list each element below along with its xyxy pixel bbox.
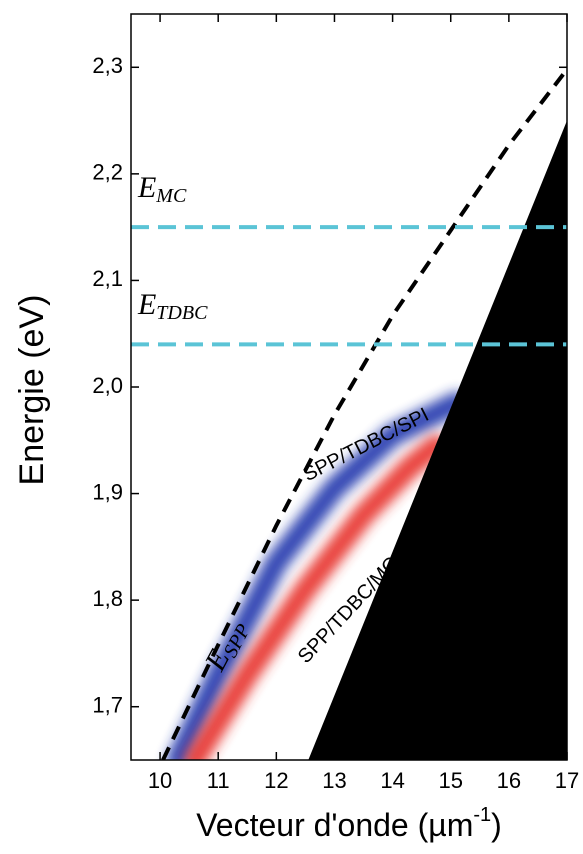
math-symbol: E [137,288,156,321]
y-tick-label: 2,2 [92,160,123,185]
y-tick-label: 1,7 [92,693,123,718]
y-tick-label: 2,1 [92,266,123,291]
y-tick-label: 1,8 [92,586,123,611]
light-cone [308,120,567,760]
mode-band [183,434,448,760]
x-axis-label: Vecteur d'onde (µm-1) [196,804,502,843]
x-tick-label: 17 [555,768,579,793]
math-label: ETDBC [137,288,208,324]
x-tick-label: 10 [148,768,172,793]
math-symbol: E [137,171,156,204]
x-tick-label: 14 [380,768,404,793]
dispersion-curve [161,68,567,760]
y-tick-label: 1,9 [92,479,123,504]
y-tick-label: 2,0 [92,373,123,398]
math-subscript: TDBC [156,302,208,324]
mode-band [166,391,468,760]
math-label: EMC [137,171,187,207]
y-axis-label: Energie (eV) [13,295,51,486]
x-tick-label: 12 [264,768,288,793]
math-subscript: MC [155,184,187,206]
x-tick-label: 15 [438,768,462,793]
x-tick-label: 13 [322,768,346,793]
x-tick-label: 11 [207,768,230,793]
y-tick-label: 2,3 [92,53,123,78]
x-tick-label: 16 [497,768,521,793]
